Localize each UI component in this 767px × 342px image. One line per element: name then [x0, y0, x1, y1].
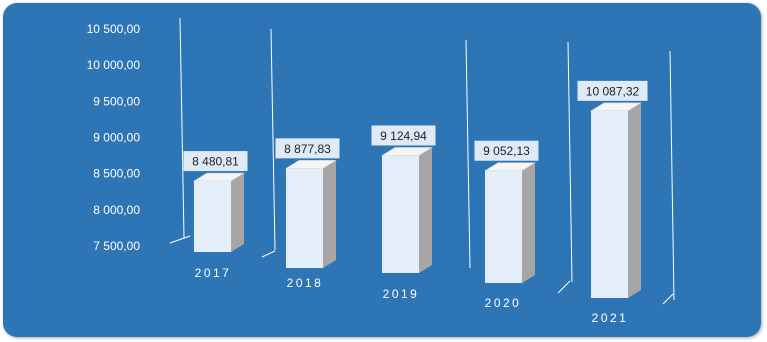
y-tick-label: 9 500,00 [93, 94, 140, 108]
data-label-box [474, 140, 539, 161]
x-tick-label: 2020 [485, 296, 522, 310]
y-tick-label: 8 000,00 [93, 203, 140, 217]
back-wall-line [179, 17, 185, 239]
y-tick-label: 9 000,00 [93, 131, 140, 145]
x-tick-label: 2018 [287, 276, 324, 290]
bar [591, 110, 628, 298]
back-wall-line [465, 39, 471, 269]
bar [194, 181, 231, 252]
bar-side-face [522, 162, 535, 283]
bar-side-face [628, 102, 641, 298]
floor-edge-line [662, 293, 674, 305]
bar-side-face [231, 173, 244, 252]
data-label-box [371, 125, 436, 146]
y-tick-label: 7 500,00 [93, 239, 140, 253]
y-tick-label: 10 000,00 [87, 58, 141, 72]
data-label-box [275, 138, 340, 159]
back-wall-line [669, 50, 675, 301]
x-tick-label: 2021 [592, 311, 629, 325]
data-label: 10 087,32 [586, 84, 640, 98]
data-label-box [183, 151, 248, 172]
bar-side-face [419, 147, 432, 273]
data-label: 8 480,81 [192, 155, 239, 169]
bar [382, 155, 419, 273]
data-label: 9 052,13 [483, 144, 530, 158]
x-tick-label: 2017 [195, 266, 232, 280]
x-tick-label: 2019 [383, 287, 420, 301]
data-label-box [577, 80, 648, 101]
floor-edge-line [169, 235, 191, 244]
y-tick-label: 10 500,00 [87, 22, 141, 36]
back-wall-line [567, 41, 573, 283]
floor-edge-line [557, 280, 571, 294]
data-label: 8 877,83 [284, 142, 331, 156]
bar-side-face [323, 160, 336, 268]
y-tick-label: 8 500,00 [93, 167, 140, 181]
floor-edge-line [261, 250, 276, 258]
data-label: 9 124,94 [380, 129, 427, 143]
bar [286, 168, 323, 268]
bar [485, 170, 522, 283]
back-wall-line [270, 28, 276, 251]
